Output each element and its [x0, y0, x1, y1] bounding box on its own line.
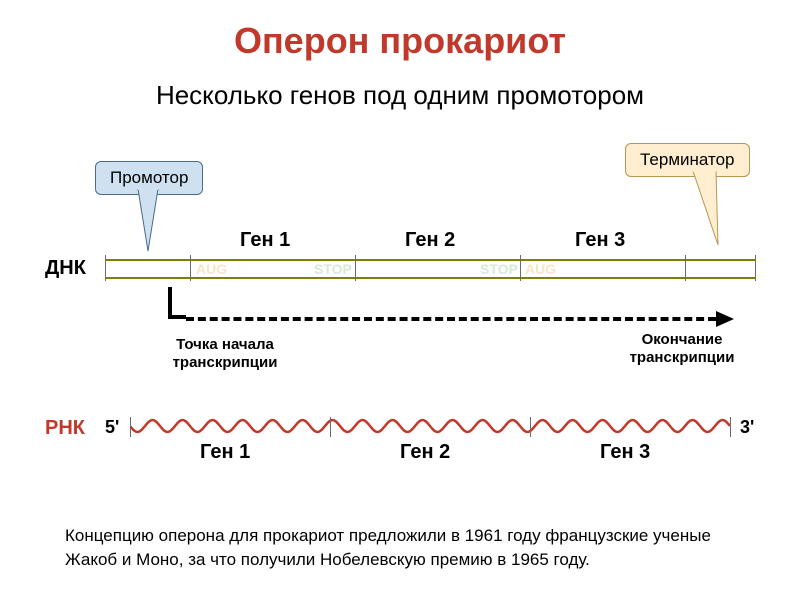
rna-tick	[130, 417, 131, 437]
dna-label: ДНК	[45, 257, 86, 280]
ghost-aug-2: AUG	[525, 261, 556, 277]
rna-tick	[530, 417, 531, 437]
gene-label-rna-1: Ген 1	[200, 441, 250, 464]
transcription-arrow	[186, 317, 716, 321]
dna-strand-bottom	[105, 277, 755, 279]
dna-tick	[520, 255, 521, 281]
promoter-label: Промотор	[110, 168, 188, 187]
promoter-callout-tail	[128, 189, 168, 259]
ghost-stop-1: STOP	[314, 261, 352, 277]
page-title: Оперон прокариот	[0, 0, 800, 62]
ghost-stop-2: STOP	[480, 261, 518, 277]
gene-label-dna-2: Ген 2	[405, 229, 455, 252]
gene-label-dna-1: Ген 1	[240, 229, 290, 252]
dna-tick	[190, 255, 191, 281]
ghost-aug-1: AUG	[196, 261, 227, 277]
operon-diagram: Промотор Терминатор ДНК Ген 1 Ген 2 Ген …	[0, 141, 800, 521]
subtitle: Несколько генов под одним промотором	[0, 62, 800, 111]
rna-tick	[330, 417, 331, 437]
rna-5prime: 5'	[105, 417, 119, 438]
terminator-callout-tail	[688, 171, 738, 253]
transcription-start-label: Точка начала транскрипции	[145, 336, 305, 372]
gene-label-rna-2: Ген 2	[400, 441, 450, 464]
dna-tick	[685, 255, 686, 281]
gene-label-rna-3: Ген 3	[600, 441, 650, 464]
transcription-start-marker	[168, 287, 186, 319]
gene-label-dna-3: Ген 3	[575, 229, 625, 252]
dna-tick	[355, 255, 356, 281]
terminator-label: Терминатор	[640, 150, 735, 169]
footer-text: Концепцию оперона для прокариот предложи…	[65, 524, 740, 572]
transcription-arrowhead-icon	[716, 311, 734, 327]
rna-tick	[730, 417, 731, 437]
dna-tick	[755, 255, 756, 281]
rna-3prime: 3'	[740, 417, 754, 438]
rna-label: РНК	[45, 417, 85, 440]
rna-wave	[130, 416, 730, 436]
transcription-end-label: Окончание транскрипции	[612, 331, 752, 367]
dna-tick	[105, 255, 106, 281]
